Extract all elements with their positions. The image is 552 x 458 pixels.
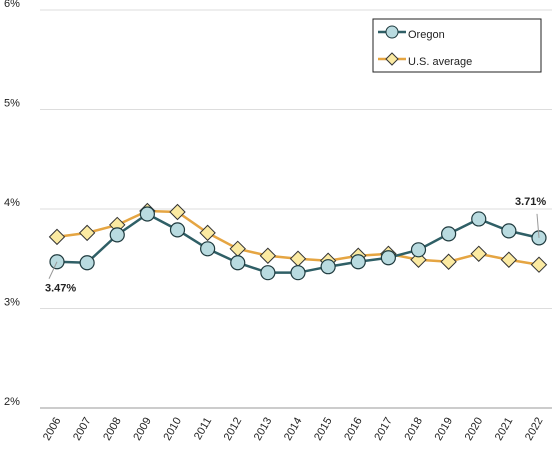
x-tick-label: 2010 bbox=[161, 416, 184, 443]
x-tick-label: 2011 bbox=[192, 416, 214, 442]
data-point bbox=[470, 245, 487, 262]
data-point bbox=[350, 254, 366, 270]
x-tick-label: 2014 bbox=[282, 416, 305, 443]
data-label: 3.71% bbox=[515, 196, 546, 208]
data-point bbox=[501, 223, 517, 239]
legend-label: U.S. average bbox=[408, 56, 472, 68]
data-point bbox=[471, 211, 487, 227]
data-point bbox=[290, 265, 306, 281]
legend-marker bbox=[385, 25, 399, 39]
legend-box bbox=[372, 18, 542, 73]
data-point bbox=[79, 255, 95, 271]
x-tick-label: 2015 bbox=[312, 416, 335, 443]
x-tick-label: 2017 bbox=[372, 416, 395, 443]
data-point bbox=[230, 255, 246, 271]
data-point bbox=[441, 226, 457, 242]
legend-label: Oregon bbox=[408, 29, 445, 41]
y-tick-label: 3% bbox=[4, 297, 20, 309]
y-tick-label: 2% bbox=[4, 396, 20, 408]
label-leader bbox=[536, 213, 540, 238]
data-point bbox=[139, 206, 155, 222]
x-tick-label: 2020 bbox=[463, 416, 486, 443]
x-tick-label: 2019 bbox=[433, 416, 456, 443]
data-point bbox=[200, 241, 216, 257]
x-tick-label: 2007 bbox=[71, 416, 94, 443]
data-point bbox=[169, 222, 186, 238]
data-point bbox=[410, 242, 427, 258]
data-point bbox=[199, 224, 216, 242]
x-tick-label: 2008 bbox=[101, 416, 124, 443]
x-tick-label: 2016 bbox=[342, 416, 365, 443]
x-tick-label: 2012 bbox=[222, 416, 245, 443]
x-tick-label: 2022 bbox=[523, 416, 546, 443]
y-tick-label: 4% bbox=[4, 197, 20, 209]
y-tick-label: 6% bbox=[4, 0, 20, 10]
data-point bbox=[530, 256, 548, 273]
data-point bbox=[259, 247, 277, 264]
data-point bbox=[380, 250, 396, 266]
data-point bbox=[48, 228, 66, 246]
data-point bbox=[78, 224, 96, 242]
legend-marker bbox=[385, 52, 399, 66]
data-point bbox=[229, 240, 246, 258]
x-tick-label: 2018 bbox=[402, 416, 425, 443]
label-leader bbox=[48, 261, 58, 279]
x-tick-label: 2006 bbox=[41, 416, 64, 443]
x-tick-label: 2009 bbox=[131, 416, 154, 443]
x-tick-label: 2021 bbox=[493, 416, 516, 443]
data-point bbox=[260, 265, 276, 281]
data-point bbox=[109, 227, 125, 243]
data-label: 3.47% bbox=[45, 283, 76, 295]
data-point bbox=[320, 259, 336, 275]
x-tick-label: 2013 bbox=[252, 416, 275, 443]
data-point bbox=[289, 250, 307, 267]
data-point bbox=[169, 203, 186, 221]
y-tick-label: 5% bbox=[4, 98, 20, 110]
data-point bbox=[440, 253, 457, 270]
data-point bbox=[500, 251, 518, 268]
